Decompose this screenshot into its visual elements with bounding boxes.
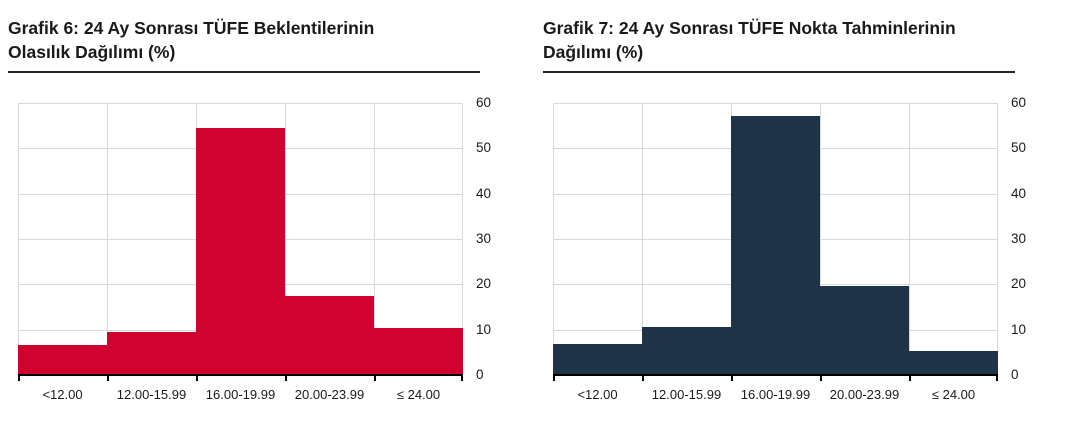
x-axis-label: <12.00 — [42, 387, 83, 402]
x-axis-tick — [196, 376, 198, 381]
x-axis-label: 16.00-19.99 — [205, 387, 276, 402]
x-axis-tick — [285, 376, 287, 381]
x-axis-tick — [553, 376, 555, 381]
x-axis-tick — [820, 376, 822, 381]
chart-title-line-2: Dağılımı (%) — [543, 42, 644, 62]
chart-area: <12.00 12.00-15.99 16.00-19.99 20.00-23.99 ≤… — [543, 95, 1026, 423]
y-axis-label: 10 — [1011, 321, 1027, 337]
gridline-vertical — [18, 103, 19, 375]
bar-0 — [18, 345, 107, 375]
bar-1 — [107, 332, 196, 375]
gridline-vertical — [107, 103, 108, 375]
gridline-vertical — [285, 103, 286, 375]
y-axis-label: 30 — [1011, 231, 1027, 246]
y-axis-labels: 0 10 20 30 40 50 60 — [1011, 95, 1056, 382]
x-axis-label: 20.00-23.99 — [294, 387, 365, 402]
chart-title-grafik-6: Grafik 6: 24 Ay Sonrası TÜFE Beklentiler… — [8, 16, 484, 64]
y-axis-label: 10 — [476, 321, 492, 337]
x-axis-tick — [909, 376, 911, 381]
gridline-vertical — [374, 103, 375, 375]
y-axis-label: 60 — [1011, 95, 1027, 110]
gridline-horizontal — [18, 103, 463, 104]
y-axis-label: 20 — [476, 276, 492, 292]
x-axis-label: ≤ 24.00 — [396, 387, 441, 402]
x-axis-tick — [642, 376, 644, 381]
chart-title-line-1: Grafik 6: 24 Ay Sonrası TÜFE Beklentiler… — [8, 18, 375, 38]
bar-0 — [553, 343, 642, 375]
bar-1 — [642, 326, 731, 375]
y-axis-label: 40 — [1011, 185, 1027, 201]
title-underline — [8, 71, 480, 73]
x-axis-tick — [996, 376, 998, 381]
y-axis-label: 20 — [1011, 276, 1027, 292]
gridline-vertical — [997, 103, 998, 375]
gridline-vertical — [642, 103, 643, 375]
y-axis-label: 40 — [476, 185, 492, 201]
x-axis-label: 16.00-19.99 — [740, 387, 811, 402]
chart-panel-grafik-6: Grafik 6: 24 Ay Sonrası TÜFE Beklentiler… — [8, 16, 491, 423]
x-axis-line — [18, 374, 463, 376]
gridline-vertical — [909, 103, 910, 375]
y-axis-label: 0 — [1011, 367, 1019, 382]
y-axis-labels: 0 10 20 30 40 50 60 — [476, 95, 521, 382]
bar-2 — [731, 115, 820, 375]
x-axis-line — [553, 374, 998, 376]
y-axis-label: 60 — [476, 95, 492, 110]
y-axis-label: 30 — [476, 231, 492, 246]
gridline-vertical — [820, 103, 821, 375]
x-axis-tick — [731, 376, 733, 381]
x-axis-tick — [461, 376, 463, 381]
gridline-horizontal — [553, 103, 998, 104]
bar-2 — [196, 127, 285, 375]
y-axis-label: 50 — [476, 140, 492, 156]
x-axis-label: 12.00-15.99 — [116, 387, 187, 402]
chart-title-line-1: Grafik 7: 24 Ay Sonrası TÜFE Nokta Tahmi… — [543, 18, 956, 38]
y-axis-label: 50 — [1011, 140, 1027, 156]
chart-title-line-2: Olasılık Dağılımı (%) — [8, 42, 176, 62]
x-axis-label: 12.00-15.99 — [651, 387, 722, 402]
x-axis-label: <12.00 — [577, 387, 618, 402]
bar-3 — [820, 286, 909, 375]
title-underline — [543, 71, 1015, 73]
chart-title-grafik-7: Grafik 7: 24 Ay Sonrası TÜFE Nokta Tahmi… — [543, 16, 1019, 64]
plot-area-grafik-7: <12.00 12.00-15.99 16.00-19.99 20.00-23.99 ≤… — [553, 103, 998, 402]
chart-area: <12.00 12.00-15.99 16.00-19.99 20.00-23.99 ≤… — [8, 95, 491, 423]
x-axis-label: ≤ 24.00 — [931, 387, 976, 402]
x-axis-label: 20.00-23.99 — [829, 387, 900, 402]
bar-3 — [285, 296, 374, 375]
x-axis-tick — [18, 376, 20, 381]
plot-area-grafik-6: <12.00 12.00-15.99 16.00-19.99 20.00-23.99 ≤… — [18, 103, 463, 402]
chart-panel-grafik-7: Grafik 7: 24 Ay Sonrası TÜFE Nokta Tahmi… — [543, 16, 1026, 423]
bar-4 — [374, 327, 463, 375]
bar-4 — [909, 351, 998, 375]
gridline-vertical — [553, 103, 554, 375]
x-axis-tick — [374, 376, 376, 381]
x-axis-tick — [107, 376, 109, 381]
y-axis-label: 0 — [476, 367, 484, 382]
gridline-vertical — [462, 103, 463, 375]
